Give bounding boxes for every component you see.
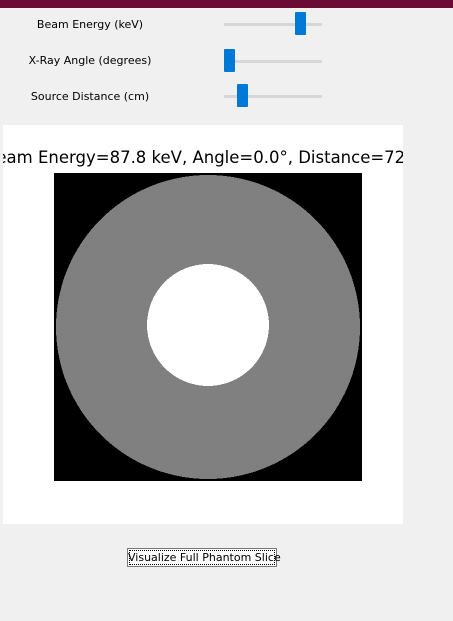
xray-angle-row: X-Ray Angle (degrees) xyxy=(0,47,453,75)
source-distance-slider-thumb[interactable] xyxy=(237,84,248,107)
visualize-full-phantom-slice-button[interactable]: Visualize Full Phantom Slice xyxy=(127,548,281,567)
beam-energy-slider-thumb[interactable] xyxy=(295,12,306,35)
beam-energy-row: Beam Energy (keV) xyxy=(0,10,453,38)
phantom-slice-image xyxy=(54,173,362,481)
phantom-inner-core xyxy=(147,264,269,386)
source-distance-row: Source Distance (cm) xyxy=(0,84,453,112)
source-distance-slider[interactable] xyxy=(224,84,322,108)
plot-title: Beam Energy=87.8 keV, Angle=0.0°, Distan… xyxy=(3,148,403,168)
plot-title-text: Beam Energy=87.8 keV, Angle=0.0°, Distan… xyxy=(3,148,403,167)
xray-angle-slider-thumb[interactable] xyxy=(224,49,235,72)
source-distance-label: Source Distance (cm) xyxy=(30,90,150,103)
xray-angle-slider[interactable] xyxy=(224,49,322,73)
beam-energy-label: Beam Energy (keV) xyxy=(36,18,144,31)
xray-angle-label: X-Ray Angle (degrees) xyxy=(28,54,152,67)
beam-energy-slider[interactable] xyxy=(224,12,322,36)
source-distance-slider-track[interactable] xyxy=(224,95,322,98)
phantom-plot-panel: Beam Energy=87.8 keV, Angle=0.0°, Distan… xyxy=(3,125,403,524)
xray-angle-slider-track[interactable] xyxy=(224,60,322,63)
window-titlebar[interactable] xyxy=(0,0,453,8)
beam-energy-slider-track[interactable] xyxy=(224,23,322,26)
